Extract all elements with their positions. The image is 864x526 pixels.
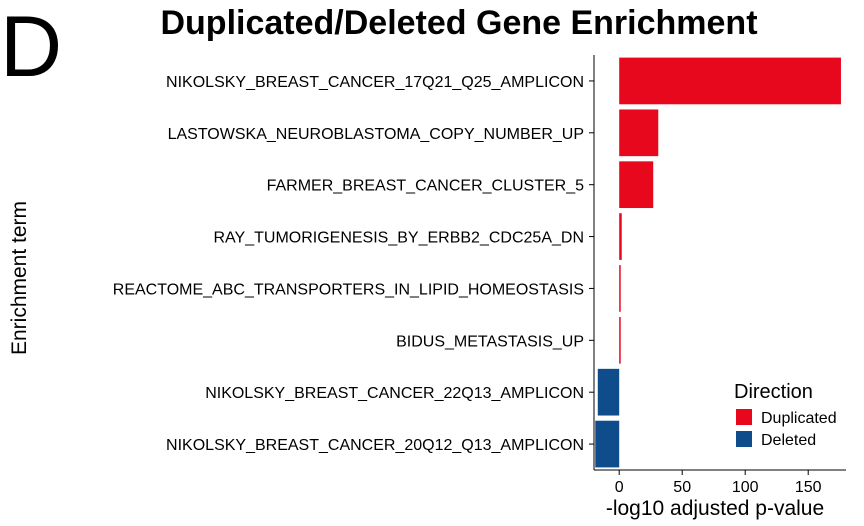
category-labels: NIKOLSKY_BREAST_CANCER_17Q21_Q25_AMPLICO… (113, 74, 584, 454)
category-label-3: FARMER_BREAST_CANCER_CLUSTER_5 (267, 178, 585, 195)
bars-group (595, 57, 841, 468)
panel-letter: D (0, 0, 62, 95)
bar-4 (619, 213, 622, 260)
legend-label-deleted: Deleted (761, 432, 816, 449)
bar-5 (619, 265, 621, 312)
x-tick-label-4: 150 (795, 479, 822, 496)
category-label-8: NIKOLSKY_BREAST_CANCER_20Q12_Q13_AMPLICO… (166, 437, 584, 454)
legend-label-duplicated: Duplicated (761, 410, 837, 427)
x-axis-title: -log10 adjusted p-value (606, 497, 824, 520)
category-label-7: NIKOLSKY_BREAST_CANCER_22Q13_AMPLICON (205, 385, 584, 402)
x-axis-ticks: 0 50 100 150 (615, 470, 822, 496)
bar-7 (597, 368, 620, 416)
category-label-4: RAY_TUMORIGENESIS_BY_ERBB2_CDC25A_DN (214, 230, 585, 247)
category-label-2: LASTOWSKA_NEUROBLASTOMA_COPY_NUMBER_UP (168, 126, 584, 143)
bar-6 (619, 316, 621, 364)
bar-8 (595, 420, 620, 468)
chart-title: Duplicated/Deleted Gene Enrichment (160, 4, 757, 42)
legend-title: Direction (734, 381, 813, 403)
legend: Direction Duplicated Deleted (734, 381, 837, 449)
category-label-1: NIKOLSKY_BREAST_CANCER_17Q21_Q25_AMPLICO… (166, 74, 584, 91)
x-tick-label-1: 0 (615, 479, 624, 496)
bar-1 (619, 57, 841, 105)
x-tick-label-2: 50 (673, 479, 691, 496)
bar-3 (619, 161, 654, 209)
bar-2 (619, 109, 659, 157)
category-label-5: REACTOME_ABC_TRANSPORTERS_IN_LIPID_HOMEO… (113, 281, 584, 298)
legend-swatch-duplicated (736, 409, 752, 425)
legend-swatch-deleted (736, 431, 752, 447)
legend-entries: Duplicated Deleted (736, 409, 837, 449)
category-label-6: BIDUS_METASTASIS_UP (396, 333, 584, 350)
y-axis-ticks (589, 80, 594, 445)
y-axis-title: Enrichment term (8, 201, 31, 355)
x-tick-label-3: 100 (732, 479, 759, 496)
